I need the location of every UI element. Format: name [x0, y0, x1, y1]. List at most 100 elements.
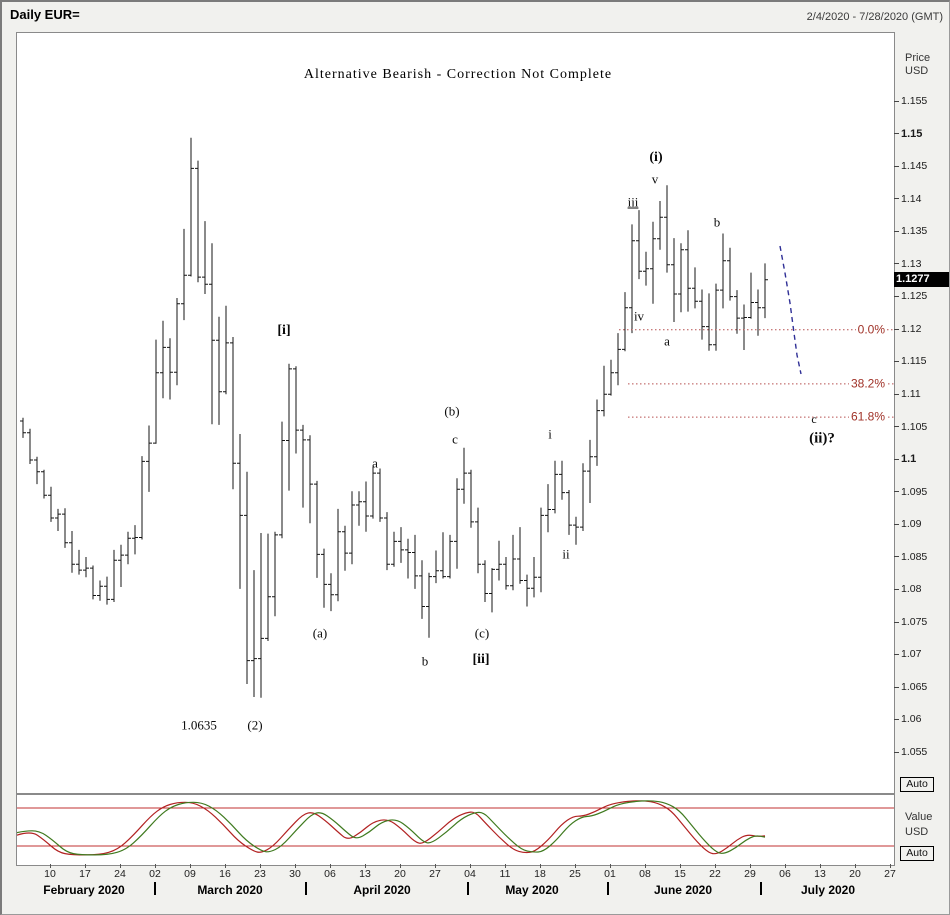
date-tick-mark — [190, 864, 191, 868]
fib-level-label: 38.2% — [848, 376, 887, 391]
date-tick-mark — [435, 864, 436, 868]
date-range-label: 2/4/2020 - 7/28/2020 (GMT) — [806, 11, 943, 23]
date-tick-label: 29 — [744, 868, 756, 880]
price-tick-mark — [894, 230, 899, 232]
price-axis-label-line1: Price — [905, 52, 931, 64]
date-tick-mark — [470, 864, 471, 868]
chart-annotation-title: Alternative Bearish - Correction Not Com… — [303, 67, 613, 82]
oscillator-canvas[interactable] — [16, 795, 894, 865]
date-tick-label: 06 — [324, 868, 336, 880]
price-axis-header: Price USD — [905, 52, 930, 78]
price-tick-label: 1.135 — [894, 225, 927, 237]
date-tick-label: 11 — [499, 868, 511, 880]
date-tick-label: 04 — [464, 868, 476, 880]
price-tick-label: 1.085 — [894, 551, 927, 563]
oscillator-axis-label-line2: USD — [905, 826, 929, 838]
wave-label: (ii)? — [809, 430, 835, 447]
price-tick-label: 1.15 — [894, 128, 922, 140]
price-tick-mark — [894, 198, 899, 200]
month-label: June 2020 — [653, 883, 713, 897]
fib-level-label: 61.8% — [848, 409, 887, 424]
date-tick-mark — [680, 864, 681, 868]
date-tick-mark — [820, 864, 821, 868]
wave-label: i — [548, 426, 552, 442]
price-tick-mark — [894, 458, 899, 460]
oscillator-line-fast — [16, 800, 766, 856]
price-chart-canvas[interactable] — [17, 33, 894, 793]
wave-label: c — [811, 412, 817, 426]
price-tick-label: 1.08 — [894, 583, 921, 595]
wave-label: iii — [627, 194, 639, 210]
date-tick-label: 16 — [219, 868, 231, 880]
date-tick-label: 13 — [359, 868, 371, 880]
date-tick-label: 01 — [604, 868, 616, 880]
price-tick-mark — [894, 133, 899, 135]
wave-label: [ii] — [472, 652, 490, 667]
price-tick-mark — [894, 328, 899, 330]
ohlc-bars — [20, 137, 768, 698]
date-tick-mark — [890, 864, 891, 868]
price-axis[interactable]: Price USD 1.1277 Auto 1.155 1.15 1.145 1.14… — [894, 32, 949, 792]
date-tick-label: 27 — [429, 868, 441, 880]
month-label: May 2020 — [505, 883, 559, 897]
date-tick-label: 24 — [114, 868, 126, 880]
date-tick-mark — [750, 864, 751, 868]
date-tick-label: 10 — [44, 868, 56, 880]
date-tick-mark — [225, 864, 226, 868]
wave-label: v — [651, 171, 659, 187]
date-tick-label: 20 — [849, 868, 861, 880]
date-tick-label: 09 — [184, 868, 196, 880]
date-tick-mark — [505, 864, 506, 868]
price-tick-label: 1.125 — [894, 290, 927, 302]
date-tick-label: 23 — [254, 868, 266, 880]
price-tick-mark — [894, 426, 899, 428]
wave-label: [i] — [277, 323, 291, 338]
date-tick-mark — [785, 864, 786, 868]
price-tick-label: 1.115 — [894, 355, 927, 367]
month-separator — [760, 882, 762, 895]
oscillator-panel[interactable] — [16, 794, 895, 866]
date-tick-label: 06 — [779, 868, 791, 880]
month-separator — [467, 882, 469, 895]
date-tick-mark — [610, 864, 611, 868]
price-tick-label: 1.095 — [894, 486, 927, 498]
date-axis[interactable]: 10 17 24 02 09 16 23 30 06 13 20 27 04 11 18 25 01 08 15 22… — [16, 864, 921, 904]
wave-label: (b) — [444, 403, 460, 419]
date-tick-mark — [50, 864, 51, 868]
price-tick-mark — [894, 361, 899, 363]
wave-label: b — [421, 653, 429, 669]
month-separator — [154, 882, 156, 895]
price-tick-mark — [894, 393, 899, 395]
date-tick-mark — [540, 864, 541, 868]
date-tick-mark — [715, 864, 716, 868]
date-tick-mark — [85, 864, 86, 868]
price-scale-auto-button[interactable]: Auto — [900, 777, 934, 792]
date-tick-label: 08 — [639, 868, 651, 880]
date-tick-label: 17 — [79, 868, 91, 880]
price-tick-label: 1.12 — [894, 323, 921, 335]
date-tick-mark — [645, 864, 646, 868]
price-tick-label: 1.1 — [894, 453, 916, 465]
month-label: April 2020 — [353, 883, 411, 897]
price-tick-mark — [894, 654, 899, 656]
price-tick-mark — [894, 556, 899, 558]
projection-dashed-line — [779, 245, 802, 375]
oscillator-axis-header: Value USD — [905, 810, 932, 840]
price-chart-panel[interactable]: Alternative Bearish - Correction Not Com… — [16, 32, 895, 794]
wave-label: iv — [633, 308, 645, 324]
price-tick-label: 1.13 — [894, 258, 921, 270]
wave-label: c — [452, 431, 458, 447]
price-axis-label-line2: USD — [905, 65, 929, 77]
date-tick-label: 25 — [569, 868, 581, 880]
date-tick-label: 02 — [149, 868, 161, 880]
price-tick-mark — [894, 296, 899, 298]
oscillator-scale-auto-button[interactable]: Auto — [900, 846, 934, 861]
wave-label: a — [664, 333, 670, 349]
date-tick-mark — [260, 864, 261, 868]
oscillator-axis[interactable]: Value USD Auto — [894, 794, 949, 864]
price-tick-label: 1.11 — [894, 388, 921, 400]
date-tick-mark — [120, 864, 121, 868]
month-label: March 2020 — [197, 883, 263, 897]
price-tick-label: 1.09 — [894, 518, 921, 530]
price-tick-label: 1.075 — [894, 616, 927, 628]
